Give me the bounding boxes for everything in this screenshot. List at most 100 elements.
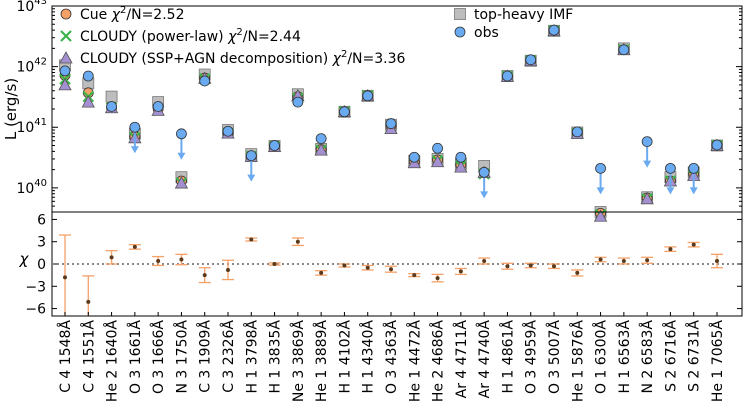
x-tick-label: He 1 7065Å (709, 320, 726, 403)
x-tick-label: H 1 4340Å (360, 320, 377, 394)
point-obs (432, 142, 443, 154)
x-tick-label: C 3 1909Å (197, 320, 214, 393)
x-marker-stroke (60, 30, 72, 42)
chi-point (645, 258, 650, 263)
obs-arrow-head (666, 187, 675, 195)
obs-arrow-head (130, 146, 139, 154)
chi-point (621, 259, 626, 264)
y-tick-exponent: 40 (34, 178, 47, 189)
top-y-axis-label: L (erg/s) (2, 78, 20, 140)
point-obs (152, 101, 164, 112)
point-obs (478, 166, 490, 178)
point-top-heavy-imf (105, 90, 118, 103)
obs-arrow-head (643, 160, 652, 168)
legend-label: obs (474, 25, 499, 41)
chi-point (435, 276, 440, 281)
y-tick-label: 1040 (16, 178, 47, 197)
legend-chi-exponent: 2 (120, 5, 126, 16)
chi-tick-label: 0 (37, 257, 46, 273)
x-tick-label: Ar 4 4740Å (476, 320, 493, 399)
point-obs (595, 162, 606, 174)
point-obs (455, 151, 467, 163)
bottom-y-axis-label: χ (19, 250, 30, 268)
point-obs (502, 70, 513, 82)
y-tick-base: 10 (16, 0, 34, 15)
x-tick-label: He 1 4472Å (406, 320, 423, 403)
y-tick-base: 10 (16, 181, 34, 197)
chi-point (226, 267, 230, 272)
y-tick-exponent: 43 (34, 0, 47, 7)
point-obs (408, 151, 420, 163)
x-tick-label: He 2 4686Å (430, 320, 447, 403)
chi-panel: 6 3 0 −3 −6 χ (19, 211, 743, 318)
point-cloudy-ssp-agn-decomposition- (640, 191, 654, 205)
chi-point (412, 273, 417, 278)
x-tick-label: H 1 3835Å (267, 320, 284, 394)
chi-point (598, 257, 603, 262)
point-obs (199, 75, 211, 87)
x-tick-label: O 3 4363Å (383, 320, 400, 394)
x-tick-label: S 2 6716Å (662, 320, 679, 392)
x-tick-label: He 1 3889Å (313, 320, 330, 403)
point-obs (245, 150, 257, 162)
point-obs (688, 162, 700, 174)
y-tick-label: 1043 (16, 0, 47, 15)
point-obs (106, 101, 117, 112)
y-tick-exponent: 41 (34, 117, 47, 128)
chi-point (715, 259, 719, 264)
obs-arrow-head (480, 191, 489, 199)
legend-series-name: Cue (80, 7, 112, 23)
chi-point (365, 265, 370, 270)
x-tick-label: Ne 3 3869Å (290, 320, 307, 403)
chi-point (202, 273, 207, 278)
point-obs (315, 133, 327, 144)
chi-point (528, 263, 533, 268)
point-obs (641, 136, 653, 147)
chi-tick-label: 6 (37, 212, 46, 228)
chi-tick-label: −6 (25, 302, 46, 318)
point-obs (222, 125, 234, 137)
chi-point (156, 259, 161, 264)
legend-chi-exponent: 2 (236, 27, 242, 38)
obs-arrow-head (177, 152, 186, 160)
legend-chi-symbol: χ (111, 7, 121, 23)
legend-marker (454, 26, 466, 38)
x-tick-label: H 1 3798Å (243, 320, 260, 394)
point-cloudy-ssp-agn-decomposition- (58, 78, 72, 91)
y-tick-label: 1041 (16, 117, 47, 136)
chi-point (505, 264, 510, 269)
point-obs (571, 126, 583, 138)
chi-point (86, 299, 91, 304)
legend-chi-value: /N=2.52 (126, 7, 184, 23)
chi-point (249, 237, 254, 242)
x-tick-label: Ar 4 4711Å (453, 320, 470, 399)
point-cloudy-ssp-agn-decomposition- (174, 176, 189, 189)
obs-arrow-head (689, 187, 698, 195)
point-cloudy-ssp-agn-decomposition- (593, 209, 608, 222)
x-tick-label: N 3 1750Å (173, 320, 190, 394)
x-tick-label: H 1 4861Å (499, 320, 516, 394)
point-cloudy-ssp-agn-decomposition- (430, 154, 445, 168)
point-cloudy-ssp-agn-decomposition- (81, 95, 95, 108)
legend-series-name: CLOUDY (SSP+AGN decomposition) (80, 51, 333, 67)
y-tick-label: 1042 (16, 57, 47, 76)
legend-label: CLOUDY (power-law) χ2/N=2.44 (80, 27, 301, 45)
x-tick-label: C 3 2326Å (220, 320, 237, 393)
chi-point (63, 275, 67, 280)
chi-point (342, 263, 347, 268)
x-tick-label: O 3 5007Å (546, 320, 563, 394)
legend-marker (59, 51, 73, 64)
x-tick-label: S 2 6731Å (686, 320, 703, 392)
chi-tick-label: 3 (37, 235, 46, 251)
point-obs (82, 70, 94, 82)
chi-point (319, 270, 324, 275)
x-tick-labels: C 4 1548Å C 4 1551Å He 2 1640Å O 3 1661Å O 3… (57, 312, 726, 402)
legend-chi-symbol: χ (227, 29, 237, 45)
x-tick-label: He 2 1640Å (104, 320, 121, 403)
chi-point (272, 262, 277, 266)
x-tick-label: He 1 5876Å (569, 320, 586, 403)
legend-marker (60, 30, 72, 42)
x-tick-label: N 2 6583Å (639, 320, 656, 394)
legend-series-name: CLOUDY (power-law) (80, 29, 228, 45)
